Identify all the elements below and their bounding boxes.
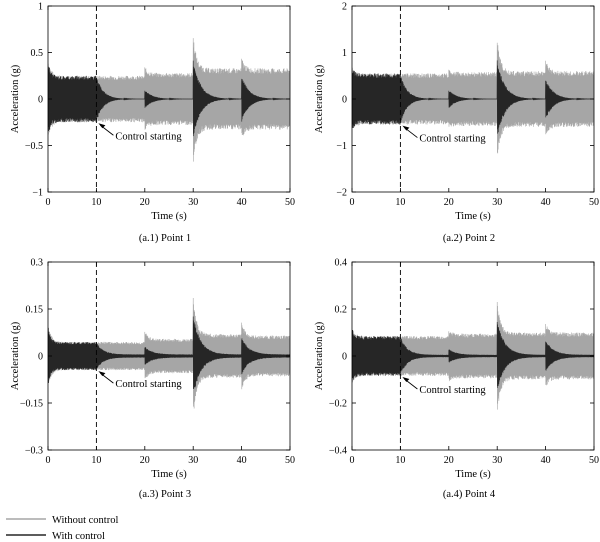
x-tick-label: 0 xyxy=(350,197,355,208)
series-with-control xyxy=(352,60,594,134)
y-tick-label: 0 xyxy=(38,352,43,363)
y-tick-label: 0 xyxy=(38,95,43,106)
legend: Without control With control xyxy=(6,515,118,542)
y-tick-label: 2 xyxy=(342,2,347,13)
x-tick-label: 40 xyxy=(541,455,551,466)
x-tick-label: 10 xyxy=(91,455,101,466)
panel-3: 0 10 20 30 40 50 0.3 0.15 0 −0.15 −0.3 Time (s) Acce… xyxy=(10,258,295,501)
x-tick-label: 20 xyxy=(444,455,454,466)
y-tick-label: −2 xyxy=(336,188,347,199)
x-tick-label: 30 xyxy=(492,197,502,208)
series-with-control xyxy=(352,321,594,388)
y-tick-label: 0.3 xyxy=(31,258,44,269)
x-tick-label: 40 xyxy=(541,197,551,208)
x-tick-label: 50 xyxy=(285,197,295,208)
y-tick-label: −1 xyxy=(336,141,347,152)
plot-area xyxy=(352,42,594,154)
x-tick-label: 0 xyxy=(46,455,51,466)
x-tick-label: 30 xyxy=(492,455,502,466)
series-with-control xyxy=(48,316,290,389)
annotation-arrow-head xyxy=(98,371,106,377)
annotation-arrow-head xyxy=(402,125,410,131)
x-tick-label: 50 xyxy=(589,455,599,466)
y-axis-label: Acceleration (g) xyxy=(314,321,325,390)
x-tick-label: 20 xyxy=(140,455,150,466)
y-tick-label: 0 xyxy=(342,95,347,106)
plot-area xyxy=(48,38,290,162)
x-tick-label: 10 xyxy=(91,197,101,208)
y-tick-label: −0.5 xyxy=(25,141,43,152)
x-tick-label: 30 xyxy=(188,455,198,466)
annotation-arrow-head xyxy=(98,123,106,129)
x-axis-label: Time (s) xyxy=(151,469,187,480)
series-with-control xyxy=(48,60,290,137)
panel-1: 0 10 20 30 40 50 1 0.5 0 −0.5 −1 Time (s) Accelerati… xyxy=(10,2,295,245)
annotation-arrow-head xyxy=(402,376,410,382)
annotation-text: Control starting xyxy=(419,134,486,145)
x-tick-label: 0 xyxy=(350,455,355,466)
plot-area xyxy=(352,302,594,410)
y-tick-label: 0 xyxy=(342,352,347,363)
y-tick-label: −0.2 xyxy=(329,399,347,410)
x-tick-label: 30 xyxy=(188,197,198,208)
plot-area xyxy=(48,298,290,409)
x-tick-label: 20 xyxy=(140,197,150,208)
x-tick-label: 10 xyxy=(395,455,405,466)
panel-caption: (a.4) Point 4 xyxy=(443,489,496,500)
y-axis-label: Acceleration (g) xyxy=(314,64,325,133)
y-tick-label: −0.15 xyxy=(20,399,43,410)
y-axis-label: Acceleration (g) xyxy=(10,321,21,390)
y-tick-label: −0.4 xyxy=(329,446,347,457)
y-tick-label: −1 xyxy=(32,188,43,199)
y-axis-label: Acceleration (g) xyxy=(10,64,21,133)
legend-label-2: With control xyxy=(52,531,105,542)
x-tick-label: 10 xyxy=(395,197,405,208)
x-tick-label: 0 xyxy=(46,197,51,208)
x-axis-label: Time (s) xyxy=(455,211,491,222)
panel-4: 0 10 20 30 40 50 0.4 0.2 0 −0.2 −0.4 Time (s) Accele… xyxy=(314,258,599,501)
x-tick-label: 50 xyxy=(285,455,295,466)
annotation-text: Control starting xyxy=(115,379,182,390)
x-tick-label: 20 xyxy=(444,197,454,208)
panel-caption: (a.3) Point 3 xyxy=(139,489,191,500)
y-tick-label: 1 xyxy=(342,48,347,59)
y-tick-label: 0.5 xyxy=(31,48,44,59)
x-axis-label: Time (s) xyxy=(151,211,187,222)
y-tick-label: 0.2 xyxy=(335,305,348,316)
annotation-text: Control starting xyxy=(419,385,486,396)
x-axis-label: Time (s) xyxy=(455,469,491,480)
y-tick-label: 0.15 xyxy=(26,305,44,316)
x-tick-label: 40 xyxy=(237,455,247,466)
x-tick-label: 50 xyxy=(589,197,599,208)
y-tick-label: −0.3 xyxy=(25,446,43,457)
y-tick-label: 1 xyxy=(38,2,43,13)
x-tick-label: 40 xyxy=(237,197,247,208)
panel-caption: (a.2) Point 2 xyxy=(443,233,495,244)
panel-caption: (a.1) Point 1 xyxy=(139,233,191,244)
y-tick-label: 0.4 xyxy=(335,258,348,269)
annotation-text: Control starting xyxy=(115,131,182,142)
legend-label-1: Without control xyxy=(52,515,118,526)
